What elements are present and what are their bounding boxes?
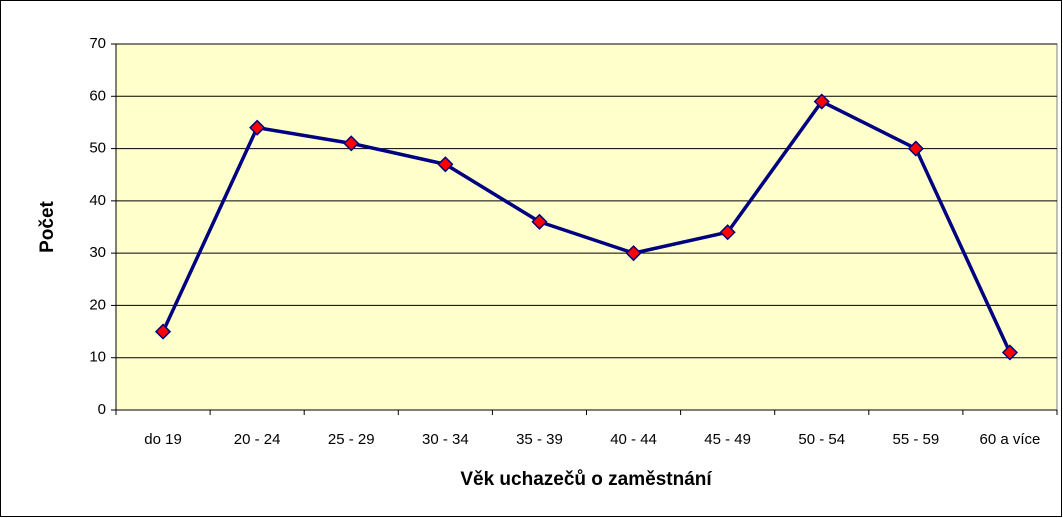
data-point [813,93,830,110]
x-tick-label: 25 - 29 [328,431,375,448]
x-tick-label: 50 - 54 [798,431,845,448]
y-tick-label: 10 [89,349,106,366]
series-line [161,99,1012,354]
y-tick-label: 60 [89,87,106,104]
data-point [154,323,172,340]
y-axis-title: Počet [37,200,58,252]
x-tick-label: do 19 [144,431,182,448]
data-point [249,119,266,136]
data-point [1001,344,1019,361]
x-tick-label: 20 - 24 [234,431,281,448]
x-tick-label: 45 - 49 [704,431,751,448]
x-tick-label: 60 a více [980,431,1041,448]
data-point [625,245,642,262]
y-tick-label: 0 [98,401,106,418]
x-tick-label: 35 - 39 [516,431,563,448]
x-tick-label: 55 - 59 [892,431,939,448]
data-point [719,224,736,241]
y-tick-label: 20 [89,296,106,313]
y-tick-label: 30 [89,244,106,261]
plot-area [115,43,1058,411]
x-axis-title: Věk uchazečů o zaměstnání [460,469,712,490]
y-tick-label: 50 [89,140,106,157]
x-tick-label: 40 - 44 [610,431,657,448]
data-point [907,140,924,157]
data-point [343,135,360,152]
data-point [531,213,548,230]
x-tick-label: 30 - 34 [422,431,469,448]
y-tick-label: 70 [89,35,106,52]
y-tick-label: 40 [89,192,106,209]
data-point [437,156,454,173]
